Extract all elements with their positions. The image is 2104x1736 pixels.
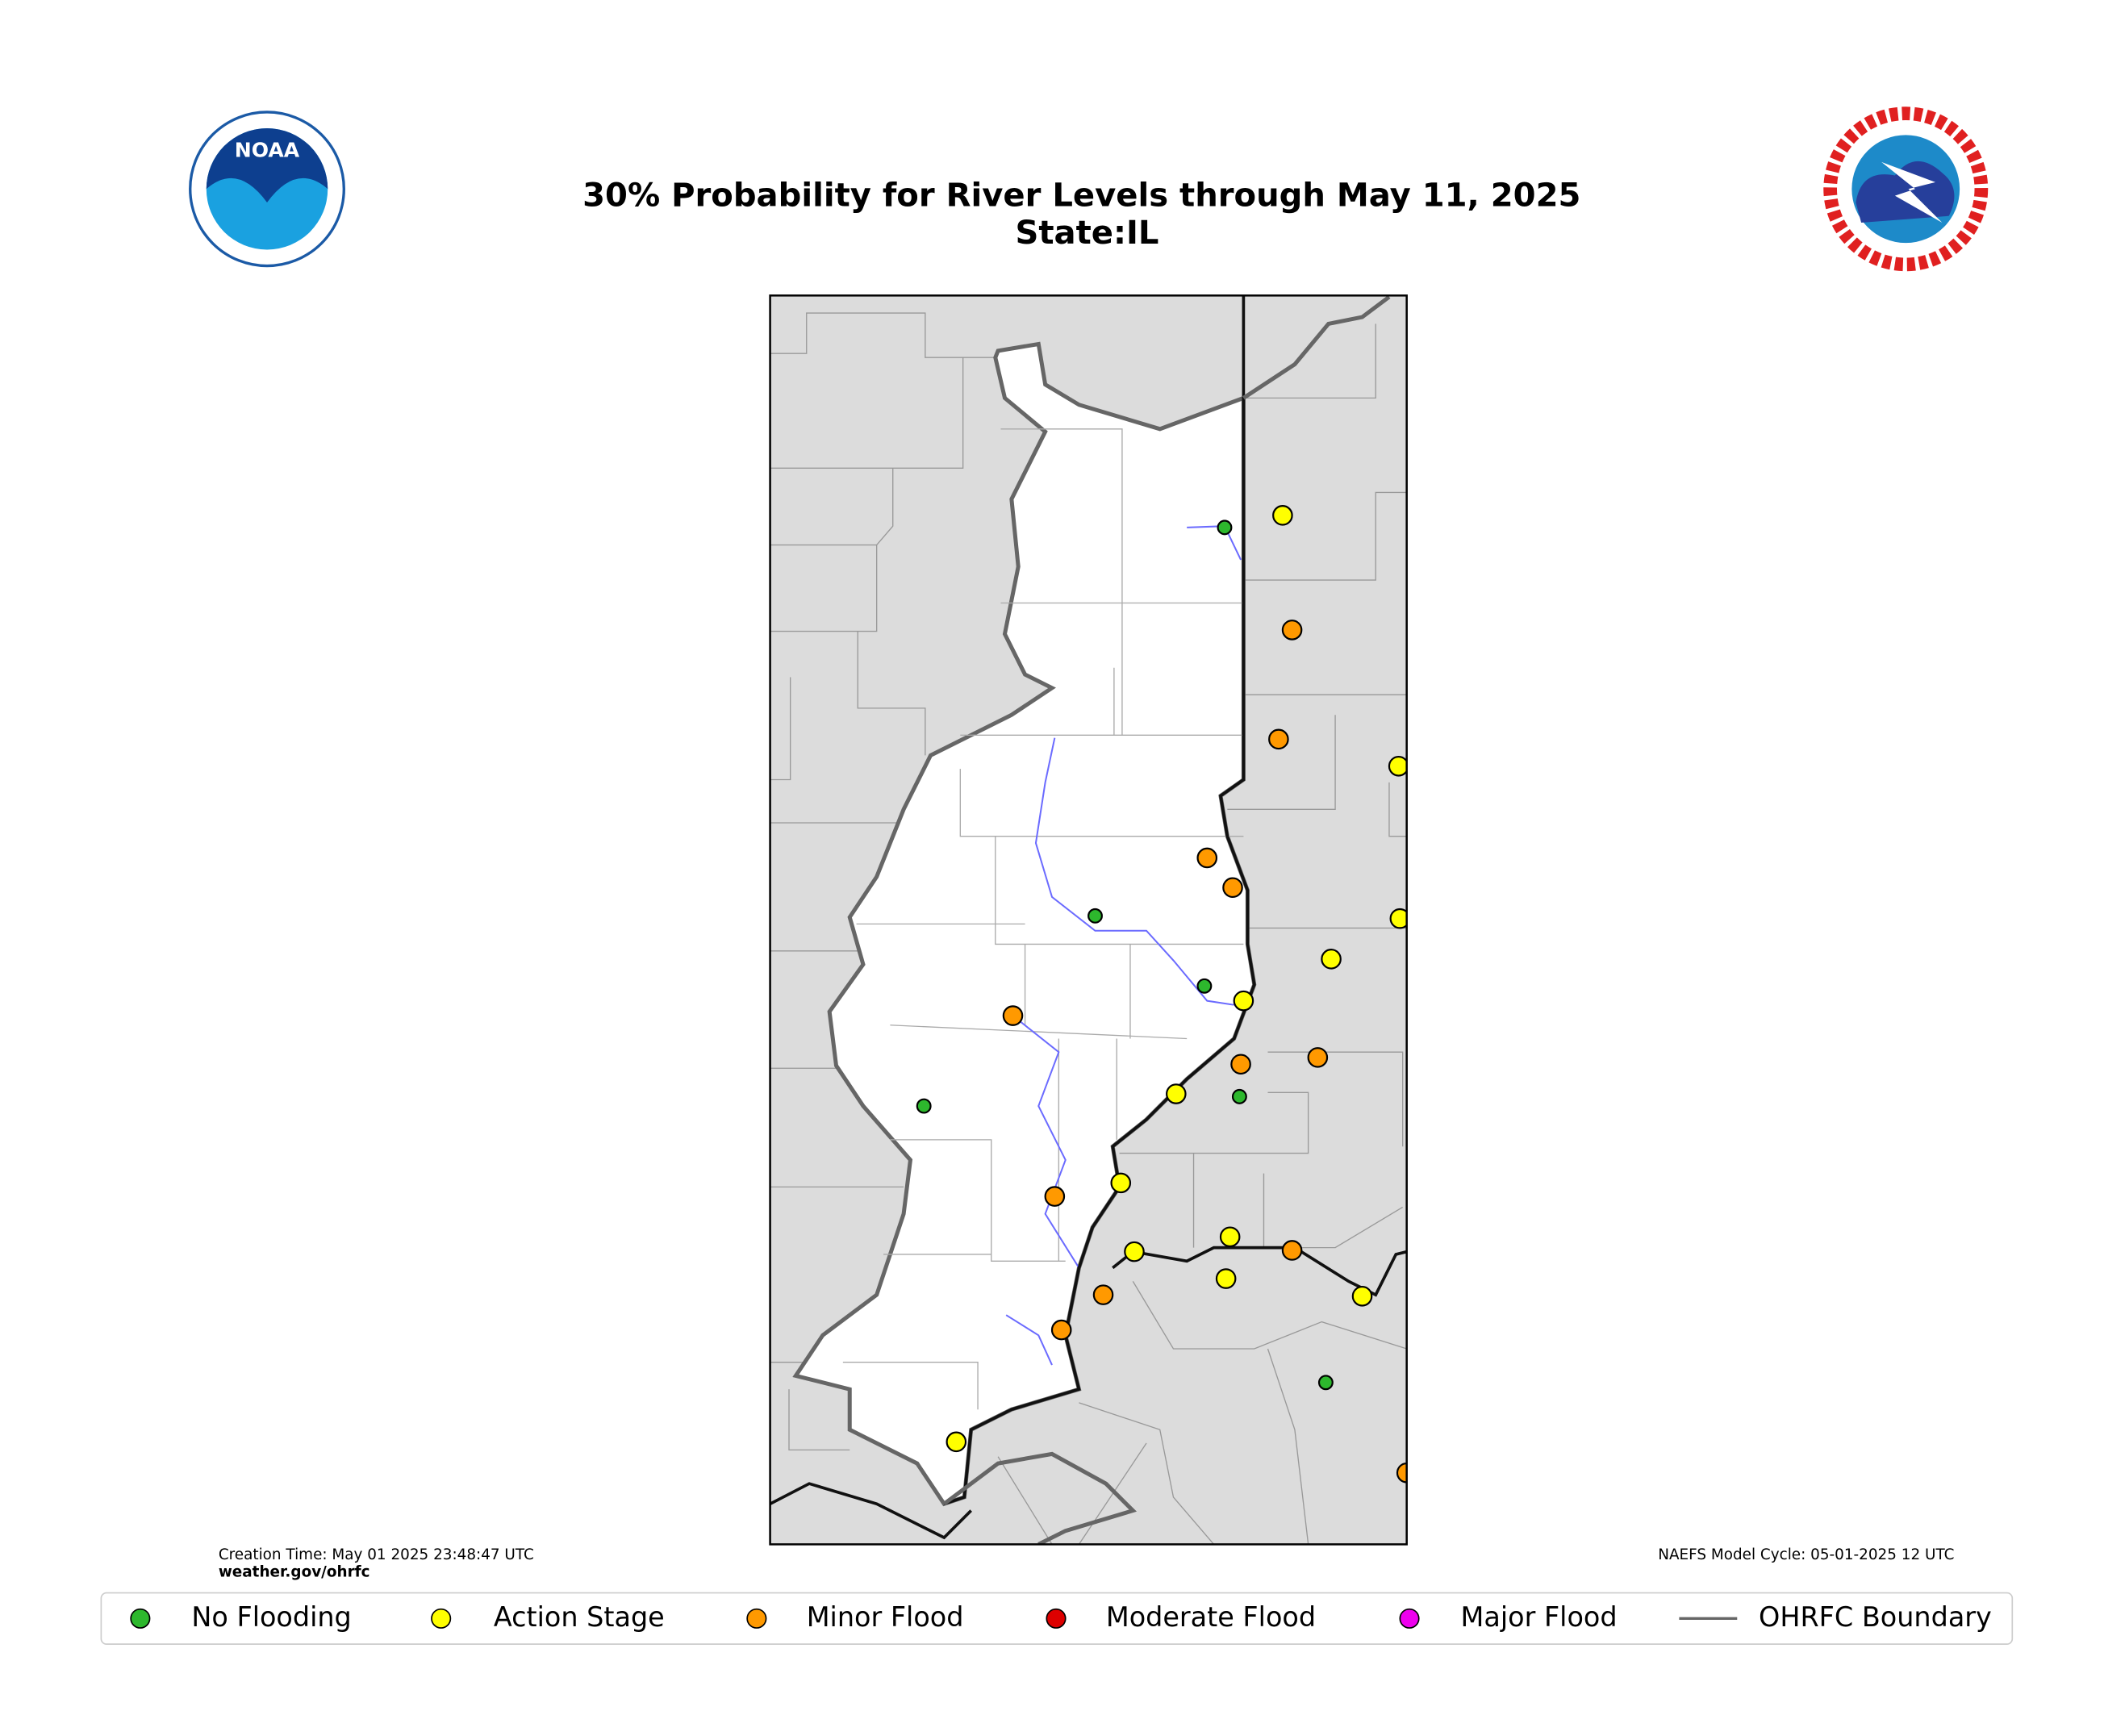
gauge-point bbox=[1268, 728, 1289, 750]
website: weather.gov/ohrfc bbox=[219, 1564, 370, 1581]
legend: No Flooding Action Stage Minor Flood Modera… bbox=[130, 1601, 1992, 1633]
gauge-point bbox=[1217, 520, 1233, 536]
nws-logo bbox=[1823, 106, 1989, 272]
gauge-point bbox=[1388, 755, 1407, 777]
gauge-point bbox=[1092, 1284, 1114, 1305]
gauge-point bbox=[1272, 505, 1293, 526]
legend-marker bbox=[1046, 1608, 1067, 1629]
title: 30% Probability for River Levels through… bbox=[582, 177, 1580, 214]
noaa-text: NOAA bbox=[235, 138, 300, 161]
legend-label: No Flooding bbox=[191, 1601, 351, 1633]
gauge-point bbox=[1124, 1241, 1145, 1262]
map bbox=[770, 295, 1407, 1545]
gauge-point bbox=[1396, 1463, 1407, 1484]
legend-label: Minor Flood bbox=[807, 1601, 964, 1633]
gauge-point bbox=[1087, 908, 1103, 924]
gauge-point bbox=[1317, 1375, 1334, 1391]
gauge-point bbox=[916, 1098, 932, 1114]
gauge-point bbox=[1196, 847, 1218, 869]
noaa-logo: NOAA bbox=[189, 111, 345, 268]
gauge-point bbox=[946, 1431, 967, 1453]
gauge-point bbox=[1281, 1240, 1303, 1261]
gauge-point bbox=[1166, 1083, 1187, 1104]
legend-marker bbox=[746, 1608, 767, 1629]
gauge-point bbox=[1351, 1286, 1373, 1307]
legend-marker bbox=[130, 1608, 151, 1629]
inner-county-lines bbox=[842, 428, 1244, 1410]
gauge-points bbox=[916, 505, 1407, 1484]
gauge-point bbox=[1321, 949, 1342, 970]
gauge-point bbox=[1044, 1186, 1066, 1207]
gauge-point bbox=[1281, 620, 1303, 641]
legend-marker bbox=[431, 1608, 452, 1629]
legend-label: Moderate Flood bbox=[1106, 1601, 1316, 1633]
gauge-point bbox=[1230, 1054, 1251, 1075]
gauge-point bbox=[1307, 1047, 1329, 1068]
gauge-point bbox=[1050, 1319, 1072, 1341]
gauge-point bbox=[1233, 990, 1254, 1012]
subtitle: State:IL bbox=[1015, 215, 1158, 252]
ohrfc-outer-boundary bbox=[942, 295, 1391, 1545]
gauge-point bbox=[1219, 1226, 1241, 1248]
gauge-point bbox=[1222, 877, 1243, 899]
gauge-point bbox=[1196, 978, 1213, 994]
legend-marker bbox=[1399, 1608, 1420, 1629]
gauge-point bbox=[1389, 908, 1407, 929]
map-frame bbox=[769, 294, 1408, 1546]
legend-label: Action Stage bbox=[494, 1601, 665, 1633]
model-cycle: NAEFS Model Cycle: 05-01-2025 12 UTC bbox=[1658, 1546, 1954, 1563]
gauge-point bbox=[1231, 1088, 1247, 1104]
legend-label: OHRFC Boundary bbox=[1759, 1601, 1992, 1633]
gauge-point bbox=[1110, 1172, 1132, 1194]
gauge-point bbox=[1002, 1005, 1024, 1026]
legend-label: Major Flood bbox=[1461, 1601, 1618, 1633]
gauge-point bbox=[1215, 1268, 1237, 1289]
creation-time: Creation Time: May 01 2025 23:48:47 UTC bbox=[219, 1546, 534, 1563]
